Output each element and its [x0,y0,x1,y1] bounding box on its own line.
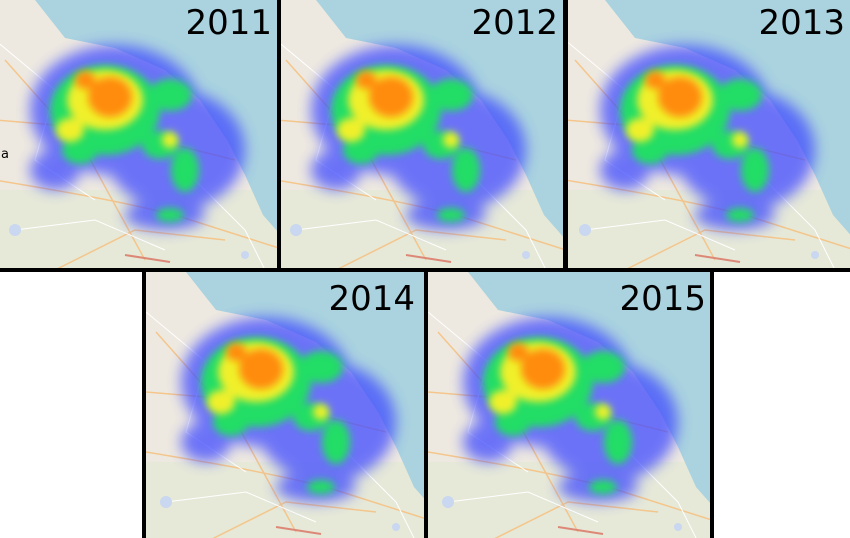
map-label: a [1,147,9,162]
year-label: 2013 [758,3,845,43]
year-label: 2014 [328,279,415,319]
map-panel: 2014 [146,272,424,538]
year-label: 2012 [471,3,558,43]
map-panel: 2012 [281,0,563,268]
map-panel: a 2011 [0,0,277,268]
year-label: 2015 [619,279,706,319]
map-panel: 2015 [428,272,710,538]
year-label: 2011 [185,3,272,43]
map-panel: 2013 [568,0,850,268]
